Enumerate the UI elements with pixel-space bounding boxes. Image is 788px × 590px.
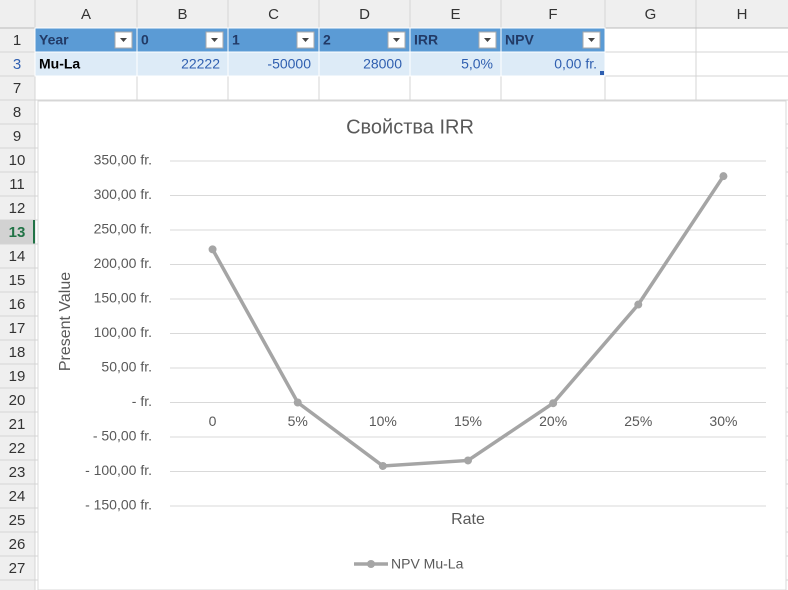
- x-tick-label: 5%: [288, 413, 308, 429]
- table-header-text: Year: [39, 32, 69, 48]
- data-point: [293, 398, 302, 407]
- table-resize-handle: [600, 71, 604, 75]
- data-point: [634, 300, 643, 309]
- chart-area: [37, 100, 787, 590]
- row-header[interactable]: 20: [9, 392, 26, 409]
- x-tick-label: 20%: [539, 413, 567, 429]
- y-tick-label: 200,00 fr.: [94, 255, 152, 271]
- filter-arrow: [393, 38, 400, 42]
- row-header[interactable]: 9: [13, 128, 21, 145]
- row-header[interactable]: 3: [13, 56, 21, 73]
- table-cell: 5,0%: [461, 56, 493, 72]
- column-header[interactable]: H: [737, 6, 748, 23]
- table-row-cell: [136, 51, 229, 77]
- chart-title: Свойства IRR: [346, 116, 474, 138]
- column-header[interactable]: D: [359, 6, 370, 23]
- selected-row-header: [0, 220, 35, 244]
- y-tick-label: - 100,00 fr.: [85, 462, 152, 478]
- x-tick-label: 15%: [454, 413, 482, 429]
- x-axis-title: Rate: [451, 511, 485, 528]
- y-tick-label: 300,00 fr.: [94, 186, 152, 202]
- row-header-bar: [0, 28, 35, 590]
- row-header[interactable]: 18: [9, 344, 26, 361]
- table-cell: 0,00 fr.: [554, 56, 597, 72]
- row-header[interactable]: 10: [9, 152, 26, 169]
- table-header-text: NPV: [505, 32, 534, 48]
- legend-marker: [367, 560, 375, 568]
- row-header[interactable]: 21: [9, 416, 26, 433]
- column-header[interactable]: F: [548, 6, 557, 23]
- row-header[interactable]: 22: [9, 440, 26, 457]
- table-header-text: 0: [141, 32, 149, 48]
- column-header-bar: [0, 0, 788, 28]
- filter-arrow: [588, 38, 595, 42]
- legend-label: NPV Mu-La: [391, 556, 464, 572]
- row-header[interactable]: 24: [9, 488, 26, 505]
- table-header-text: 2: [323, 32, 331, 48]
- data-point: [378, 461, 387, 470]
- table-header-text: IRR: [414, 32, 438, 48]
- column-header[interactable]: B: [177, 6, 187, 23]
- x-tick-label: 0: [209, 413, 217, 429]
- row-header[interactable]: 26: [9, 536, 26, 553]
- row-header[interactable]: 27: [9, 560, 26, 577]
- column-header[interactable]: G: [645, 6, 657, 23]
- table-cell: Mu-La: [39, 56, 80, 72]
- y-tick-label: 350,00 fr.: [94, 152, 152, 168]
- table-cell: 22222: [181, 56, 220, 72]
- row-header[interactable]: 15: [9, 272, 26, 289]
- table-cell: -50000: [267, 56, 311, 72]
- row-header[interactable]: 8: [13, 104, 21, 121]
- y-tick-label: 150,00 fr.: [94, 290, 152, 306]
- y-tick-label: 250,00 fr.: [94, 221, 152, 237]
- row-header[interactable]: 14: [9, 248, 26, 265]
- row-header[interactable]: 25: [9, 512, 26, 529]
- y-tick-label: - 150,00 fr.: [85, 497, 152, 513]
- table-row-cell: [409, 51, 502, 77]
- row-header[interactable]: 16: [9, 296, 26, 313]
- table-row-cell: [500, 51, 606, 77]
- data-point: [464, 456, 472, 465]
- table-cell: 28000: [363, 56, 402, 72]
- data-point: [719, 172, 728, 181]
- y-axis-title: Present Value: [57, 272, 74, 371]
- row-header[interactable]: 17: [9, 320, 26, 337]
- filter-arrow: [302, 38, 309, 42]
- row-header[interactable]: 23: [9, 464, 26, 481]
- y-tick-label: - fr.: [132, 393, 152, 409]
- y-tick-label: - 50,00 fr.: [93, 428, 152, 444]
- column-header[interactable]: C: [268, 6, 279, 23]
- x-tick-label: 10%: [369, 413, 397, 429]
- filter-arrow: [120, 38, 127, 42]
- filter-arrow: [211, 38, 218, 42]
- row-header[interactable]: 11: [9, 176, 25, 193]
- x-tick-label: 30%: [709, 413, 737, 429]
- x-tick-label: 25%: [624, 413, 652, 429]
- y-tick-label: 50,00 fr.: [101, 359, 152, 375]
- filter-arrow: [484, 38, 491, 42]
- table-row-cell: [227, 51, 320, 77]
- data-point: [208, 245, 217, 254]
- row-header[interactable]: 12: [9, 200, 26, 217]
- data-point: [549, 399, 558, 408]
- table-header-text: 1: [232, 32, 240, 48]
- column-header[interactable]: A: [81, 6, 91, 23]
- row-header[interactable]: 7: [13, 80, 21, 97]
- y-tick-label: 100,00 fr.: [94, 324, 152, 340]
- row-header[interactable]: 1: [13, 32, 21, 49]
- row-header[interactable]: 19: [9, 368, 26, 385]
- column-header[interactable]: E: [450, 6, 460, 23]
- row-header[interactable]: 13: [9, 224, 26, 241]
- table-row-cell: [318, 51, 411, 77]
